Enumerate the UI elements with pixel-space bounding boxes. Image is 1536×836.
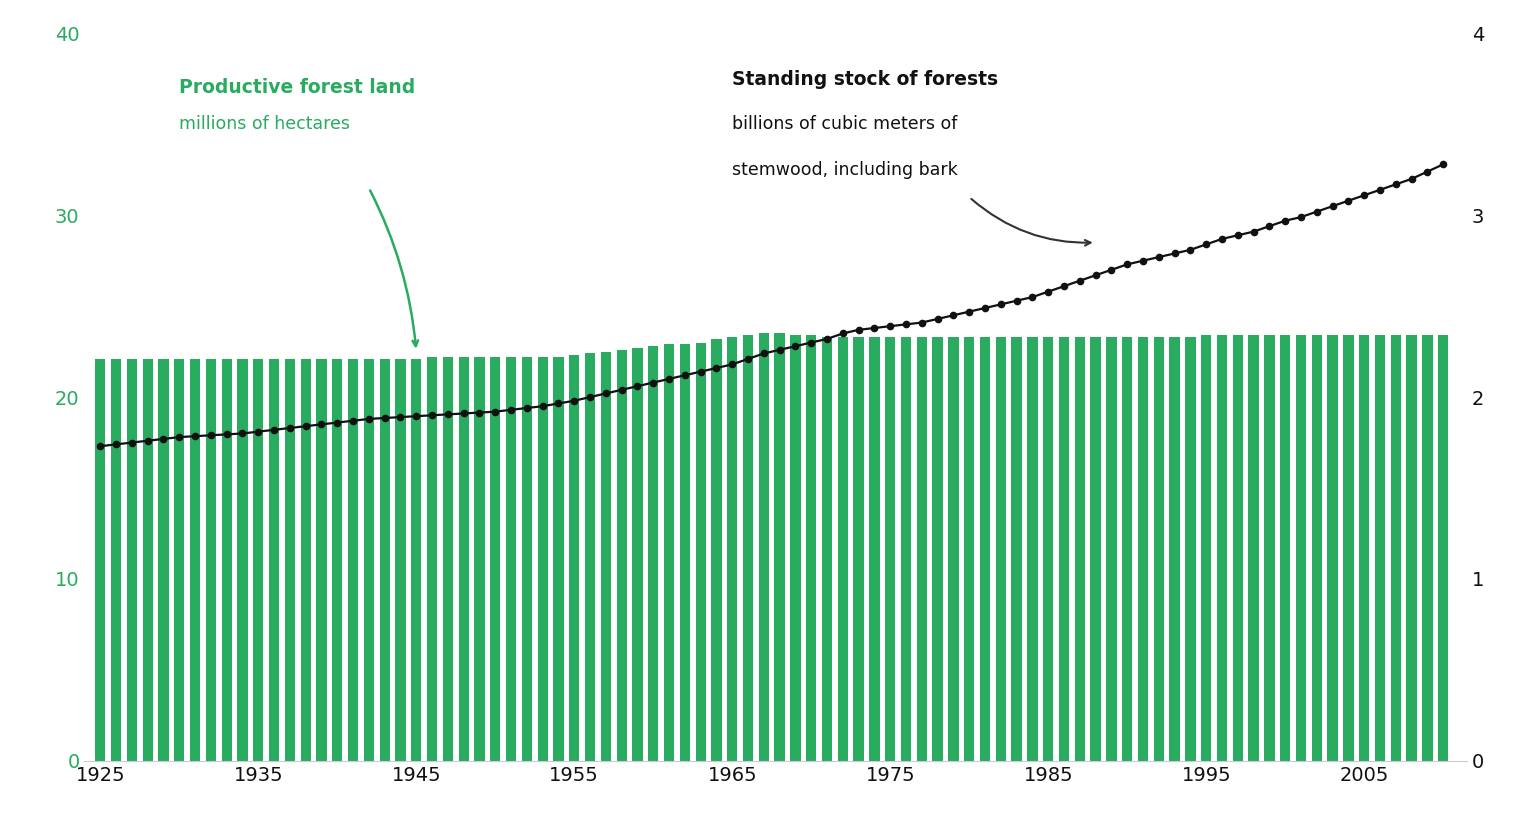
Bar bbox=[1028, 337, 1037, 761]
Bar bbox=[1264, 335, 1275, 761]
Bar bbox=[1138, 337, 1147, 761]
Text: millions of hectares: millions of hectares bbox=[180, 115, 350, 134]
Bar bbox=[869, 337, 880, 761]
Bar bbox=[316, 359, 327, 761]
Bar bbox=[917, 337, 926, 761]
Bar bbox=[948, 337, 958, 761]
Bar bbox=[332, 359, 343, 761]
Bar bbox=[143, 359, 152, 761]
Bar bbox=[664, 344, 674, 761]
Bar bbox=[174, 359, 184, 761]
Bar bbox=[727, 337, 737, 761]
Bar bbox=[111, 359, 121, 761]
Bar bbox=[490, 357, 501, 761]
Bar bbox=[1043, 337, 1054, 761]
Bar bbox=[1091, 337, 1101, 761]
Bar bbox=[980, 337, 991, 761]
Bar bbox=[553, 357, 564, 761]
Bar bbox=[427, 357, 438, 761]
Bar bbox=[190, 359, 200, 761]
Bar bbox=[1106, 337, 1117, 761]
Bar bbox=[822, 337, 833, 761]
Text: Standing stock of forests: Standing stock of forests bbox=[733, 70, 998, 89]
Bar bbox=[837, 337, 848, 761]
Bar bbox=[1012, 337, 1021, 761]
Bar bbox=[1123, 337, 1132, 761]
Bar bbox=[1407, 335, 1416, 761]
Bar bbox=[158, 359, 169, 761]
Bar bbox=[1344, 335, 1353, 761]
Bar bbox=[1186, 337, 1195, 761]
Bar bbox=[1233, 335, 1243, 761]
Bar bbox=[648, 346, 659, 761]
Bar bbox=[1217, 335, 1227, 761]
Bar bbox=[238, 359, 247, 761]
Bar bbox=[633, 348, 642, 761]
Bar bbox=[1422, 335, 1433, 761]
Bar bbox=[696, 343, 705, 761]
Bar bbox=[349, 359, 358, 761]
Bar bbox=[680, 344, 690, 761]
Bar bbox=[1375, 335, 1385, 761]
Bar bbox=[505, 357, 516, 761]
Bar bbox=[1438, 335, 1448, 761]
Bar bbox=[1058, 337, 1069, 761]
Text: Productive forest land: Productive forest land bbox=[180, 78, 416, 97]
Bar bbox=[1296, 335, 1306, 761]
Text: stemwood, including bark: stemwood, including bark bbox=[733, 161, 958, 179]
Bar bbox=[601, 352, 611, 761]
Bar bbox=[395, 359, 406, 761]
Bar bbox=[127, 359, 137, 761]
Bar bbox=[1154, 337, 1164, 761]
Bar bbox=[1359, 335, 1369, 761]
Bar bbox=[284, 359, 295, 761]
Bar bbox=[885, 337, 895, 761]
Bar bbox=[522, 357, 531, 761]
Text: billions of cubic meters of: billions of cubic meters of bbox=[733, 115, 957, 133]
Bar bbox=[206, 359, 217, 761]
Bar bbox=[711, 339, 722, 761]
Bar bbox=[932, 337, 943, 761]
Bar bbox=[806, 335, 816, 761]
Bar bbox=[1075, 337, 1084, 761]
Bar bbox=[1279, 335, 1290, 761]
Bar bbox=[95, 359, 106, 761]
Bar bbox=[269, 359, 280, 761]
Bar bbox=[301, 359, 310, 761]
Bar bbox=[459, 357, 468, 761]
Bar bbox=[412, 359, 421, 761]
Bar bbox=[1312, 335, 1322, 761]
Bar bbox=[1327, 335, 1338, 761]
Bar bbox=[759, 334, 770, 761]
Bar bbox=[902, 337, 911, 761]
Bar bbox=[854, 337, 863, 761]
Bar bbox=[585, 354, 594, 761]
Bar bbox=[475, 357, 484, 761]
Bar bbox=[1249, 335, 1258, 761]
Bar bbox=[774, 334, 785, 761]
Bar bbox=[965, 337, 974, 761]
Bar bbox=[570, 355, 579, 761]
Bar bbox=[253, 359, 263, 761]
Bar bbox=[1169, 337, 1180, 761]
Bar bbox=[442, 357, 453, 761]
Bar bbox=[1201, 335, 1212, 761]
Bar bbox=[221, 359, 232, 761]
Bar bbox=[616, 349, 627, 761]
Bar bbox=[995, 337, 1006, 761]
Bar bbox=[1390, 335, 1401, 761]
Bar bbox=[364, 359, 373, 761]
Bar bbox=[791, 335, 800, 761]
Bar bbox=[743, 335, 753, 761]
Bar bbox=[379, 359, 390, 761]
Bar bbox=[538, 357, 548, 761]
